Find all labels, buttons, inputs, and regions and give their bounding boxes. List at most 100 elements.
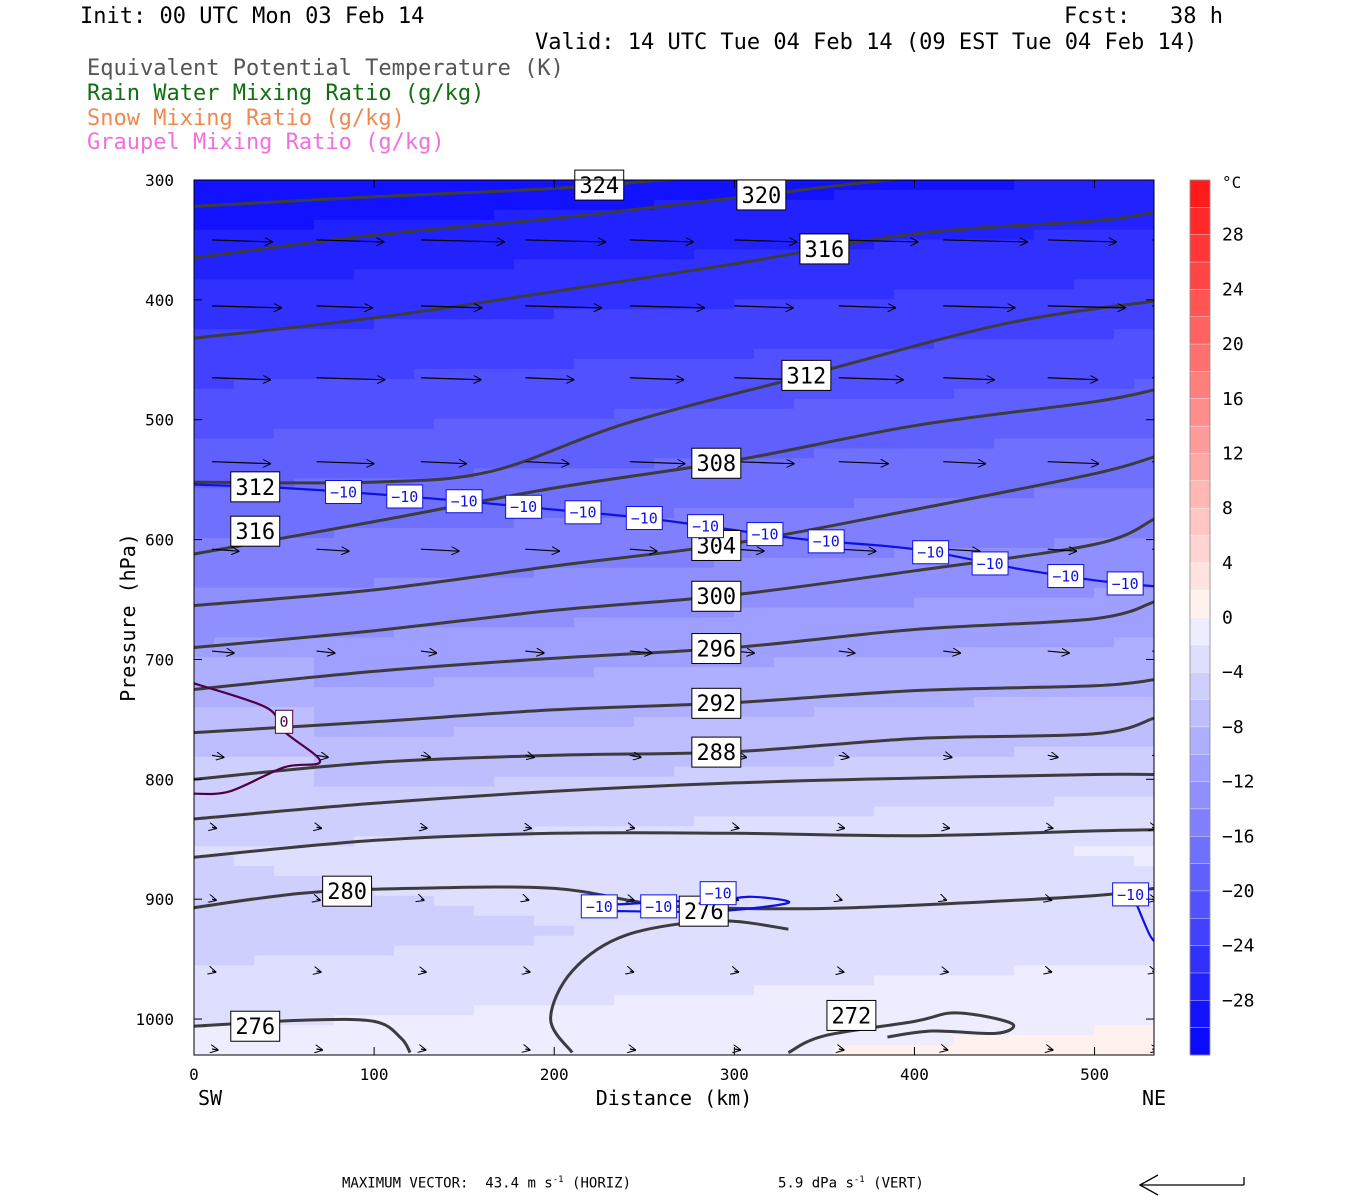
shading-cell (674, 358, 695, 370)
shading-cell (734, 766, 755, 778)
shading-cell (754, 279, 775, 290)
shading-cell (554, 269, 575, 281)
shading-cell (234, 358, 255, 370)
shading-cell (554, 309, 575, 320)
shading-cell (414, 478, 435, 489)
max-vector-vert-suffix: (VERT) (873, 1175, 924, 1192)
shading-cell (474, 796, 495, 808)
shading-cell (234, 239, 255, 251)
shading-cell (874, 617, 895, 629)
shading-cell (494, 876, 515, 887)
shading-cell (834, 826, 855, 837)
shading-cell (254, 269, 275, 281)
shading-cell (654, 1005, 675, 1016)
shading-cell (214, 557, 235, 569)
shading-cell (354, 319, 375, 330)
shading-cell (494, 736, 515, 748)
shading-cell (454, 319, 475, 330)
shading-cell (714, 289, 735, 300)
shading-cell (194, 945, 215, 957)
shading-cell (434, 199, 455, 211)
shading-cell (674, 577, 695, 589)
shading-cell (494, 796, 515, 808)
shading-cell (954, 587, 975, 599)
shading-cell (1134, 806, 1154, 817)
shading-cell (534, 289, 555, 300)
shading-cell (674, 488, 695, 499)
shading-cell (694, 627, 715, 638)
shading-cell (1014, 180, 1035, 191)
shading-cell (434, 796, 455, 808)
shading-cell (274, 289, 295, 300)
shading-cell (194, 826, 215, 837)
shading-cell (934, 309, 955, 320)
shading-cell (614, 329, 635, 340)
shading-cell (1054, 746, 1075, 758)
shading-cell (194, 557, 215, 569)
shading-cell (1074, 895, 1095, 907)
shading-cell (634, 488, 655, 499)
shading-cell (1094, 1015, 1115, 1026)
shading-cell (294, 438, 315, 450)
shading-cell (894, 736, 915, 748)
x-tick-label: 200 (540, 1065, 569, 1084)
x-end-label-right: NE (1142, 1086, 1166, 1110)
shading-cell (994, 846, 1015, 857)
shading-cell (194, 329, 215, 340)
shading-cell (334, 448, 355, 460)
max-vector-vert-unit: dPa s (811, 1175, 854, 1192)
shading-cell (634, 259, 655, 271)
contour-label-box (230, 515, 281, 547)
shading-cell (434, 985, 455, 996)
shading-cell (374, 617, 395, 629)
shading-cell (214, 189, 235, 201)
shading-cell (1134, 816, 1154, 827)
shading-cell (894, 597, 915, 609)
shading-cell (1094, 895, 1115, 907)
shading-cell (874, 826, 895, 837)
shading-cell (574, 697, 595, 708)
shading-cell (314, 756, 335, 768)
shading-cell (434, 428, 455, 440)
shading-cell (274, 607, 295, 619)
shading-cell (554, 319, 575, 330)
colorbar-tick-label: 4 (1222, 553, 1233, 574)
shading-cell (354, 1035, 375, 1046)
shading-cell (1074, 508, 1095, 519)
shading-cell (414, 597, 435, 609)
shading-cell (654, 1025, 675, 1036)
shading-cell (334, 438, 355, 450)
shading-cell (234, 587, 255, 599)
contour-label-box (736, 179, 787, 211)
shading-cell (194, 249, 215, 261)
shading-cell (314, 408, 335, 420)
shading-cell (994, 388, 1015, 400)
shading-cell (934, 209, 955, 221)
shading-cell (334, 468, 355, 479)
shading-cell (1094, 468, 1115, 479)
shading-cell (694, 180, 715, 191)
shading-cell (1054, 1005, 1075, 1016)
shading-cell (1114, 1005, 1135, 1016)
shading-cell (374, 498, 395, 509)
contour-label-box (1106, 571, 1144, 596)
shading-cell (274, 219, 295, 231)
shading-cell (274, 667, 295, 678)
shading-cell (694, 985, 715, 996)
shading-cell (514, 567, 535, 579)
shading-cell (1134, 1015, 1154, 1026)
shading-cell (494, 448, 515, 460)
shading-cell (294, 766, 315, 778)
shading-cell (494, 617, 515, 629)
shading-cell (954, 915, 975, 927)
shading-cell (434, 567, 455, 579)
shading-cell (454, 358, 475, 370)
shading-cell (254, 1005, 275, 1016)
shading-cell (954, 796, 975, 808)
shading-cell (874, 726, 895, 738)
shading-cell (594, 995, 615, 1006)
shading-cell (234, 786, 255, 798)
shading-cell (554, 647, 575, 658)
shading-cell (1014, 607, 1035, 619)
shading-cell (754, 915, 775, 927)
